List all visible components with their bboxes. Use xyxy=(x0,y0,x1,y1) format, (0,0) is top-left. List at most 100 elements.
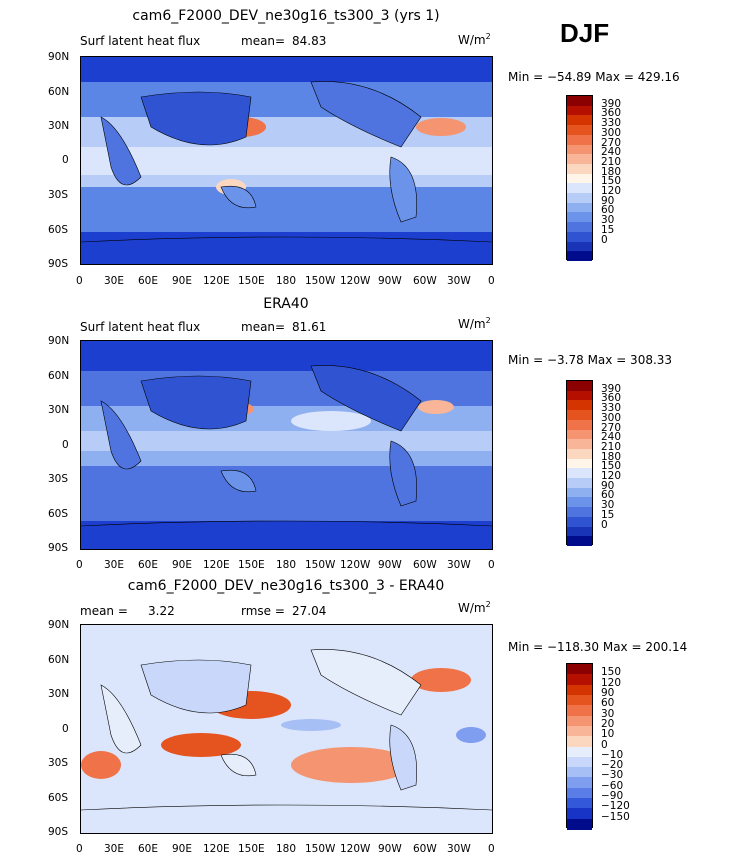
colorbar-label: 360 xyxy=(601,392,622,405)
colorbar-swatch xyxy=(567,808,592,820)
panel-3-title: cam6_F2000_DEV_ne30g16_ts300_3 - ERA40 xyxy=(127,578,445,594)
season-label: DJF xyxy=(560,18,610,48)
colorbar-label: 210 xyxy=(601,440,622,453)
lat-label: 0 xyxy=(62,723,69,735)
lon-label: 150W xyxy=(305,843,336,855)
colorbar-label: 60 xyxy=(601,204,615,217)
lat-label: 0 xyxy=(62,154,69,166)
colorbar-swatch xyxy=(567,664,592,675)
panel-3-rmse-label: rmse = xyxy=(241,604,285,618)
colorbar-swatch xyxy=(567,231,592,243)
panel-1-units: W/m2 xyxy=(458,32,491,47)
lat-label: 60N xyxy=(48,370,70,382)
colorbar-swatch xyxy=(567,115,592,126)
colorbar-swatch xyxy=(567,241,592,252)
colorbar-label: −20 xyxy=(601,759,624,772)
colorbar-swatch xyxy=(567,154,592,165)
colorbar-label: 15 xyxy=(601,223,615,236)
colorbar-swatch xyxy=(567,725,592,737)
panel-2-title: ERA40 xyxy=(263,296,309,312)
panel-2-minmax: Min = −3.78 Max = 308.33 xyxy=(508,353,673,367)
colorbar-label: 30 xyxy=(601,499,615,512)
units-text: W/m xyxy=(458,317,486,331)
lon-label: 60E xyxy=(138,843,158,855)
colorbar-label: 15 xyxy=(601,508,615,521)
colorbar-swatch xyxy=(567,777,592,789)
colorbar-swatch xyxy=(567,222,592,233)
colorbar-swatch xyxy=(567,212,592,223)
lon-label: 30E xyxy=(104,559,124,571)
colorbar-swatch xyxy=(567,715,592,727)
panel-3-colorbar xyxy=(566,663,593,830)
lon-label: 60W xyxy=(413,275,437,287)
colorbar-label: −90 xyxy=(601,790,624,803)
colorbar-label: 10 xyxy=(601,728,615,741)
colorbar-label: −10 xyxy=(601,748,624,761)
colorbar-label: 30 xyxy=(601,214,615,227)
units-exponent: 2 xyxy=(485,32,491,41)
lat-label: 90N xyxy=(48,51,70,63)
colorbar-label: 0 xyxy=(601,518,608,531)
lon-label: 0 xyxy=(76,843,83,855)
colorbar-label: −120 xyxy=(601,800,630,813)
lon-label: 90W xyxy=(378,843,402,855)
units-text: W/m xyxy=(458,601,486,615)
colorbar-swatch xyxy=(567,410,592,421)
colorbar-label: 360 xyxy=(601,107,622,120)
colorbar-swatch xyxy=(567,468,592,479)
lon-label: 150E xyxy=(238,275,265,287)
lon-label: 0 xyxy=(488,559,495,571)
panel-3-rmse-value: 27.04 xyxy=(292,604,327,618)
lon-label: 0 xyxy=(76,559,83,571)
units-exponent: 2 xyxy=(485,600,491,609)
lon-label: 30W xyxy=(447,275,471,287)
lat-label: 60N xyxy=(48,86,70,98)
panel-2-map-plot xyxy=(81,341,492,549)
lon-label: 120E xyxy=(203,275,230,287)
colorbar-label: 90 xyxy=(601,686,615,699)
colorbar-label: 300 xyxy=(601,126,622,139)
colorbar-label: 60 xyxy=(601,697,615,710)
lon-label: 30W xyxy=(447,843,471,855)
lon-label: 90E xyxy=(172,559,192,571)
colorbar-label: 240 xyxy=(601,431,622,444)
colorbar-swatch xyxy=(567,497,592,508)
colorbar-swatch xyxy=(567,163,592,175)
colorbar-swatch xyxy=(567,736,592,747)
lat-label: 60S xyxy=(48,224,69,236)
colorbar-swatch xyxy=(567,705,592,717)
panel-3-mean-label: mean = xyxy=(80,604,128,618)
panel-3-map-plot xyxy=(81,625,492,833)
lon-label: 30W xyxy=(447,559,471,571)
lat-label: 30N xyxy=(48,688,70,700)
lon-label: 120W xyxy=(340,559,371,571)
colorbar-swatch xyxy=(567,507,592,518)
colorbar-label: 30 xyxy=(601,707,615,720)
colorbar-label: 240 xyxy=(601,146,622,159)
lat-label: 30S xyxy=(48,189,69,201)
panel-1-map-plot xyxy=(81,57,492,264)
colorbar-swatch xyxy=(567,125,592,136)
lon-label: 150E xyxy=(238,559,265,571)
colorbar-label: 180 xyxy=(601,165,622,178)
lon-label: 60W xyxy=(413,843,437,855)
colorbar-label: −60 xyxy=(601,779,624,792)
lon-label: 30E xyxy=(104,275,124,287)
panel-3-mean-value: 3.22 xyxy=(148,604,175,618)
lon-label: 90E xyxy=(172,275,192,287)
colorbar-swatch xyxy=(567,478,592,489)
lon-label: 60E xyxy=(138,559,158,571)
colorbar-swatch xyxy=(567,144,592,155)
colorbar-label: 180 xyxy=(601,450,622,463)
lat-label: 90S xyxy=(48,826,69,838)
colorbar-label: 390 xyxy=(601,382,622,395)
lon-label: 180 xyxy=(276,275,297,287)
panel-2-mean-value: 81.61 xyxy=(292,320,327,334)
colorbar-label: −30 xyxy=(601,769,624,782)
colorbar-label: 300 xyxy=(601,411,622,424)
panel-1-minmax: Min = −54.89 Max = 429.16 xyxy=(508,70,680,84)
lat-label: 90N xyxy=(48,619,70,631)
panel-3-minmax: Min = −118.30 Max = 200.14 xyxy=(508,640,688,654)
lon-label: 120E xyxy=(203,843,230,855)
lon-label: 120W xyxy=(340,275,371,287)
